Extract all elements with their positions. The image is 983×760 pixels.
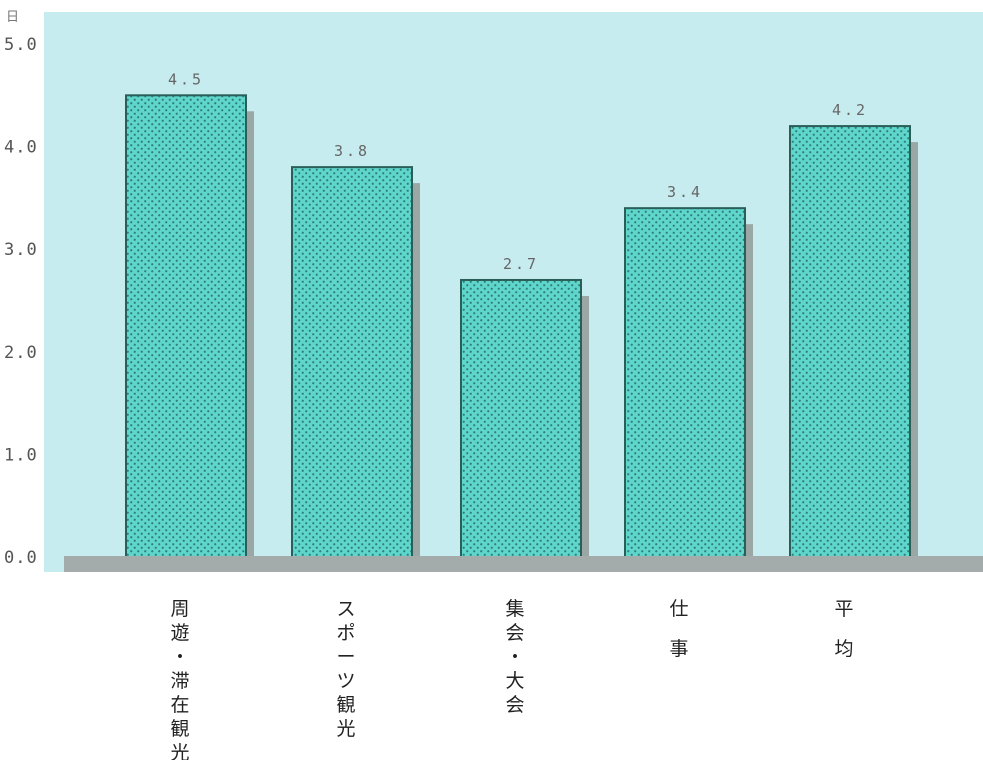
y-tick-label: 5.0 xyxy=(4,35,38,55)
bar xyxy=(291,166,413,558)
category-label-char: ツ xyxy=(336,670,355,692)
y-tick-label: 3.0 xyxy=(4,240,38,260)
bar xyxy=(125,94,247,559)
y-tick-label: 0.0 xyxy=(4,548,38,568)
category-label-char: 観 xyxy=(170,718,189,740)
bar xyxy=(460,278,582,558)
y-tick-label: 1.0 xyxy=(4,445,38,465)
category-label-char: 会 xyxy=(505,694,524,716)
bar-layer xyxy=(125,94,911,559)
category-label-char: ス xyxy=(336,598,355,620)
bar-value-label: 3.4 xyxy=(667,183,703,201)
category-label: 平均 xyxy=(834,598,853,660)
bar xyxy=(789,125,911,559)
value-labels: 4.5 3.8 2.7 3.4 4.2 xyxy=(168,70,868,273)
category-label-char: 在 xyxy=(170,694,189,716)
category-label-char: 光 xyxy=(336,718,355,740)
category-label-char: 仕 xyxy=(669,598,688,620)
category-label-char: 大 xyxy=(505,670,524,692)
category-label-char: ・ xyxy=(170,646,189,668)
bar xyxy=(624,207,746,558)
category-label-char: 周 xyxy=(170,598,189,620)
category-label-char: 滞 xyxy=(170,670,189,692)
category-label: 集会・大会 xyxy=(505,598,524,716)
y-tick-label: 2.0 xyxy=(4,343,38,363)
bar-value-label: 4.2 xyxy=(832,101,868,119)
category-label-char: ポ xyxy=(336,622,355,644)
category-label: 仕事 xyxy=(669,598,688,660)
category-label-char: ・ xyxy=(505,646,524,668)
bar-value-label: 2.7 xyxy=(503,255,539,273)
category-label-char: 観 xyxy=(336,694,355,716)
bar-value-label: 3.8 xyxy=(334,142,370,160)
category-label-char: 光 xyxy=(170,742,189,760)
y-axis-ticks: 0.0 1.0 2.0 3.0 4.0 5.0 xyxy=(4,35,38,568)
y-axis-unit: 日 xyxy=(6,10,19,25)
category-label-char: 遊 xyxy=(170,622,189,644)
y-tick-label: 4.0 xyxy=(4,138,38,158)
category-label-char: 事 xyxy=(669,638,688,660)
category-label-char: 会 xyxy=(505,622,524,644)
chart-floor xyxy=(64,556,983,572)
category-label-char: 平 xyxy=(834,598,853,620)
category-label-char: 集 xyxy=(505,598,524,620)
category-label-char: 均 xyxy=(834,638,853,660)
category-label-char: ー xyxy=(336,646,355,668)
bar-value-label: 4.5 xyxy=(168,70,204,88)
